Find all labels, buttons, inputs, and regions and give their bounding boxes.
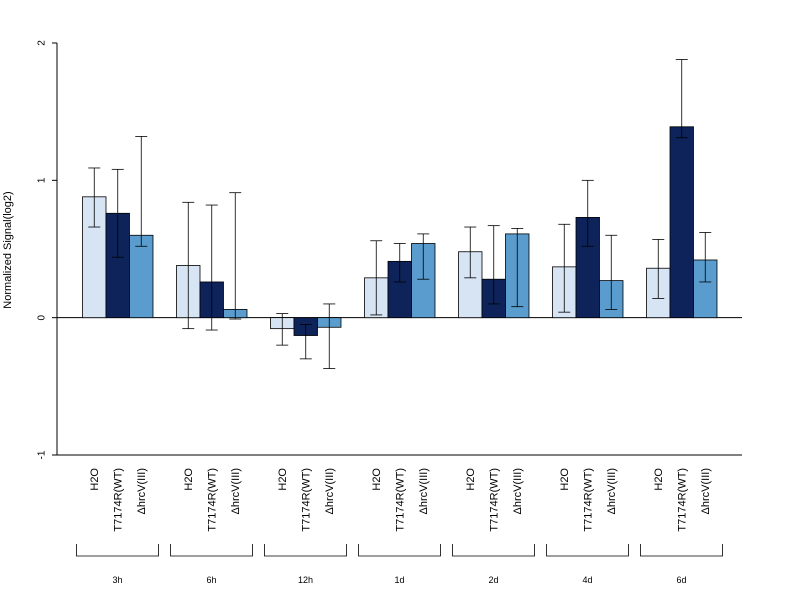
category-label: T7174R(WT) bbox=[207, 468, 219, 532]
group-label: 6h bbox=[206, 575, 216, 585]
group-bracket bbox=[546, 544, 629, 557]
bracket-line bbox=[546, 544, 629, 557]
bracket-line bbox=[170, 544, 253, 557]
category-label: ΔhrcV(III) bbox=[700, 468, 712, 514]
group-bracket bbox=[264, 544, 347, 557]
category-label: T7174R(WT) bbox=[677, 468, 689, 532]
category-label: H2O bbox=[277, 468, 289, 491]
error-bar bbox=[699, 232, 712, 283]
error-bar bbox=[276, 313, 289, 346]
error-bar bbox=[581, 179, 594, 247]
y-tick-label: 2 bbox=[37, 40, 48, 46]
category-label: H2O bbox=[89, 468, 101, 491]
category-label: H2O bbox=[653, 468, 665, 491]
group-label: 1d bbox=[394, 575, 404, 585]
group-label: 2d bbox=[488, 575, 498, 585]
bar bbox=[669, 126, 694, 319]
error-bars bbox=[88, 59, 712, 369]
category-label: T7174R(WT) bbox=[489, 468, 501, 532]
error-bar bbox=[487, 225, 500, 305]
group-label: 4d bbox=[582, 575, 592, 585]
y-tick-label: 0 bbox=[37, 314, 48, 320]
group-bracket bbox=[452, 544, 535, 557]
category-label: ΔhrcV(III) bbox=[230, 468, 242, 514]
category-label: ΔhrcV(III) bbox=[606, 468, 618, 514]
bar bbox=[129, 234, 154, 319]
error-bar bbox=[464, 226, 477, 279]
error-bar bbox=[370, 240, 383, 316]
category-label: T7174R(WT) bbox=[113, 468, 125, 532]
error-bar bbox=[558, 223, 571, 313]
group-bracket bbox=[76, 544, 159, 557]
error-bar bbox=[511, 227, 524, 308]
error-bar bbox=[182, 201, 195, 330]
bars bbox=[82, 126, 718, 336]
bracket-line bbox=[452, 544, 535, 557]
error-bar bbox=[299, 324, 312, 360]
category-label: T7174R(WT) bbox=[395, 468, 407, 532]
bracket-line bbox=[358, 544, 441, 557]
error-bar bbox=[652, 238, 665, 299]
bracket-line bbox=[640, 544, 723, 557]
category-label: T7174R(WT) bbox=[583, 468, 595, 532]
y-axis: -1 0 1 2 bbox=[37, 40, 58, 459]
category-label: ΔhrcV(III) bbox=[418, 468, 430, 514]
bracket-line bbox=[76, 544, 159, 557]
error-bar bbox=[417, 233, 430, 280]
group-bracket bbox=[358, 544, 441, 557]
category-label: H2O bbox=[183, 468, 195, 491]
error-bar bbox=[605, 234, 618, 310]
group-label: 12h bbox=[298, 575, 313, 585]
error-bar bbox=[393, 243, 406, 283]
group-label: 6d bbox=[676, 575, 686, 585]
category-label: ΔhrcV(III) bbox=[324, 468, 336, 514]
error-bar bbox=[88, 167, 101, 228]
error-bar bbox=[205, 204, 218, 331]
error-bar bbox=[229, 192, 242, 320]
group-bracket bbox=[640, 544, 723, 557]
y-tick-label: 1 bbox=[37, 177, 48, 183]
category-labels: H2O T7174R(WT) ΔhrcV(III) H2O T7174R(WT) Δhrc… bbox=[89, 468, 712, 532]
y-tick-label: -1 bbox=[37, 450, 48, 459]
group-label: 3h bbox=[112, 575, 122, 585]
category-label: H2O bbox=[371, 468, 383, 491]
error-bar bbox=[323, 303, 336, 369]
category-label: T7174R(WT) bbox=[301, 468, 313, 532]
category-label: ΔhrcV(III) bbox=[512, 468, 524, 514]
error-bar bbox=[675, 59, 688, 139]
y-axis-title: Normalized Signal(log2) bbox=[2, 191, 14, 308]
group-bracket bbox=[170, 544, 253, 557]
error-bar bbox=[111, 168, 124, 258]
bracket-line bbox=[264, 544, 347, 557]
category-label: H2O bbox=[465, 468, 477, 491]
error-bar bbox=[135, 135, 148, 247]
group-brackets: 3h 6h 12h 1d 2d 4d 6d bbox=[76, 544, 723, 585]
category-label: H2O bbox=[559, 468, 571, 491]
category-label: ΔhrcV(III) bbox=[136, 468, 148, 514]
